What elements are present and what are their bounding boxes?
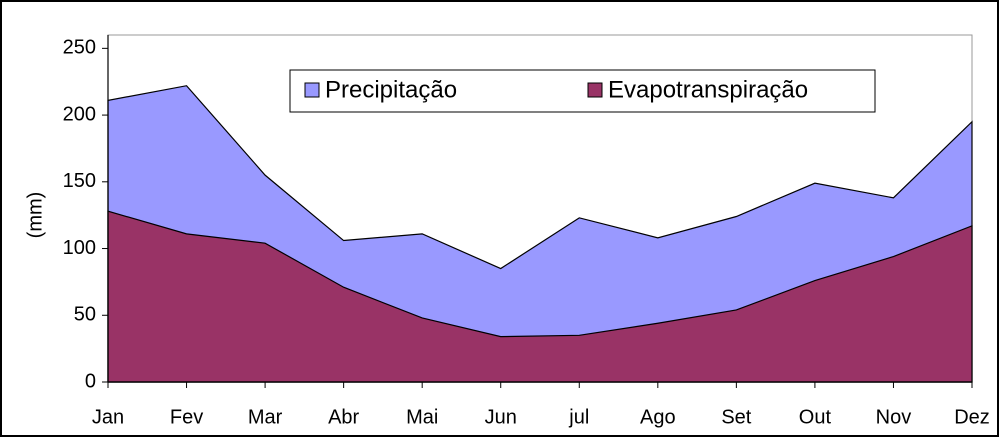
- x-tick-label: Set: [721, 406, 751, 428]
- legend-swatch: [304, 82, 320, 98]
- y-tick-label: 0: [85, 370, 96, 392]
- y-axis-label: (mm): [24, 192, 46, 239]
- x-tick-label: Out: [799, 406, 832, 428]
- y-tick-label: 150: [63, 170, 96, 192]
- x-tick-label: Dez: [954, 406, 990, 428]
- legend: Precipitação Evapotranspiração: [289, 69, 876, 113]
- legend-box: [289, 69, 876, 113]
- legend-swatch: [587, 82, 603, 98]
- y-tick-label: 100: [63, 237, 96, 259]
- y-tick-label: 50: [74, 304, 96, 326]
- legend-label: Evapotranspiração: [608, 76, 808, 103]
- x-tick-label: Fev: [170, 406, 203, 428]
- y-tick-label: 250: [63, 37, 96, 59]
- x-tick-label: Abr: [328, 406, 359, 428]
- x-tick-label: Ago: [640, 406, 676, 428]
- x-tick-label: Jun: [485, 406, 517, 428]
- x-tick-label: Jan: [92, 406, 124, 428]
- area: [107, 210, 973, 383]
- x-tick-label: jul: [568, 406, 589, 428]
- y-tick-label: 200: [63, 103, 96, 125]
- legend-label: Precipitação: [325, 76, 457, 103]
- x-tick-label: Mai: [406, 406, 438, 428]
- x-tick-label: Mar: [248, 406, 283, 428]
- x-tick-label: Nov: [876, 406, 912, 428]
